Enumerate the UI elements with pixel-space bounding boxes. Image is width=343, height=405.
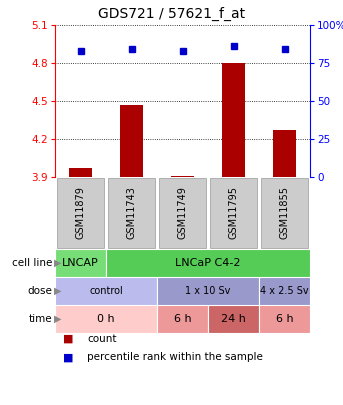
Bar [159, 178, 206, 248]
Bar [222, 63, 245, 177]
Text: count: count [87, 334, 117, 344]
Bar [208, 305, 259, 333]
Text: GSM11749: GSM11749 [177, 185, 188, 239]
Text: 4 x 2.5 Sv: 4 x 2.5 Sv [260, 286, 309, 296]
Text: ■: ■ [63, 334, 73, 344]
Text: ▶: ▶ [54, 314, 61, 324]
Bar [108, 178, 155, 248]
Text: time: time [28, 314, 52, 324]
Text: ▶: ▶ [54, 258, 61, 268]
Text: 6 h: 6 h [276, 314, 293, 324]
Text: GSM11855: GSM11855 [280, 185, 289, 239]
Text: 1 x 10 Sv: 1 x 10 Sv [185, 286, 231, 296]
Text: 0 h: 0 h [97, 314, 115, 324]
Bar [261, 178, 308, 248]
Text: ▶: ▶ [54, 286, 61, 296]
Bar [120, 105, 143, 177]
Text: GSM11743: GSM11743 [127, 185, 137, 239]
Text: 24 h: 24 h [221, 314, 246, 324]
Bar [55, 249, 106, 277]
Bar [55, 277, 157, 305]
Bar [259, 277, 310, 305]
Text: GDS721 / 57621_f_at: GDS721 / 57621_f_at [98, 7, 245, 21]
Bar [55, 305, 157, 333]
Text: dose: dose [27, 286, 52, 296]
Bar [171, 176, 194, 177]
Bar [273, 130, 296, 177]
Text: LNCAP: LNCAP [62, 258, 99, 268]
Bar [157, 305, 208, 333]
Bar [106, 249, 310, 277]
Text: 6 h: 6 h [174, 314, 191, 324]
Text: percentile rank within the sample: percentile rank within the sample [87, 352, 263, 362]
Text: LNCaP C4-2: LNCaP C4-2 [175, 258, 241, 268]
Text: ■: ■ [63, 352, 73, 362]
Text: GSM11879: GSM11879 [75, 185, 85, 239]
Text: control: control [89, 286, 123, 296]
Bar [157, 277, 259, 305]
Bar [57, 178, 104, 248]
Bar [259, 305, 310, 333]
Bar [69, 168, 92, 177]
Bar [210, 178, 257, 248]
Text: GSM11795: GSM11795 [228, 185, 238, 239]
Text: cell line: cell line [12, 258, 52, 268]
